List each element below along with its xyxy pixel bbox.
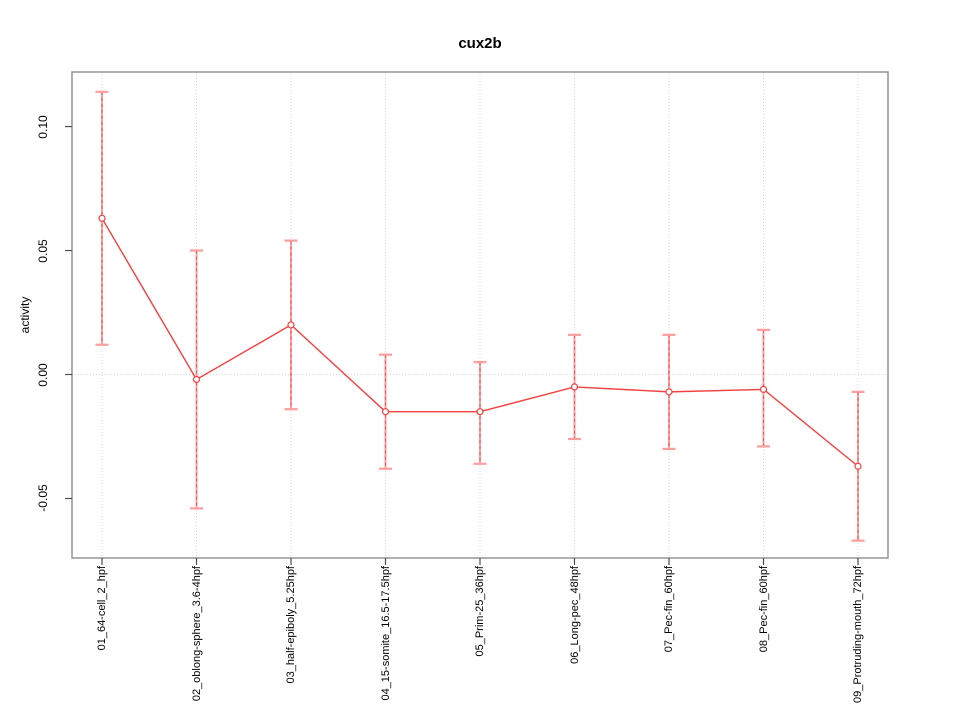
y-tick-label: 0.10	[36, 114, 50, 139]
data-point	[476, 408, 484, 416]
x-tick-label: 03_half-epiboly_5.25hpf	[285, 566, 297, 684]
data-point	[759, 385, 768, 393]
x-tick-label: 01_64-cell_2_hpf	[96, 566, 108, 651]
x-tick-label: 07_Pec-fin_60hpf	[663, 566, 675, 653]
data-point	[570, 383, 579, 391]
data-point	[192, 375, 201, 384]
data-point	[665, 388, 673, 396]
chart-title: cux2b	[458, 35, 502, 52]
x-tick-label: 06_Long-pec_48hpf	[568, 566, 581, 664]
y-tick-label: 0.05	[36, 238, 50, 263]
x-tick-label: 08_Pec-fin_60hpf	[757, 566, 770, 653]
y-axis-label: activity	[18, 296, 32, 334]
x-tick-label: 09_Protruding-mouth_72hpf	[852, 566, 864, 703]
x-tick-label: 05_Prim-25_36hpf	[474, 566, 486, 657]
data-point	[381, 408, 390, 416]
data-point	[98, 214, 106, 222]
x-tick-label: 02_oblong-sphere_3.6-4hpf	[190, 566, 203, 702]
data-point	[287, 321, 295, 329]
data-point	[854, 462, 862, 470]
y-tick-label: -0.05	[36, 484, 50, 513]
x-tick-label: 04_15-somite_16.5-17.5hpf	[379, 566, 392, 701]
y-tick-label: 0.00	[36, 362, 50, 387]
